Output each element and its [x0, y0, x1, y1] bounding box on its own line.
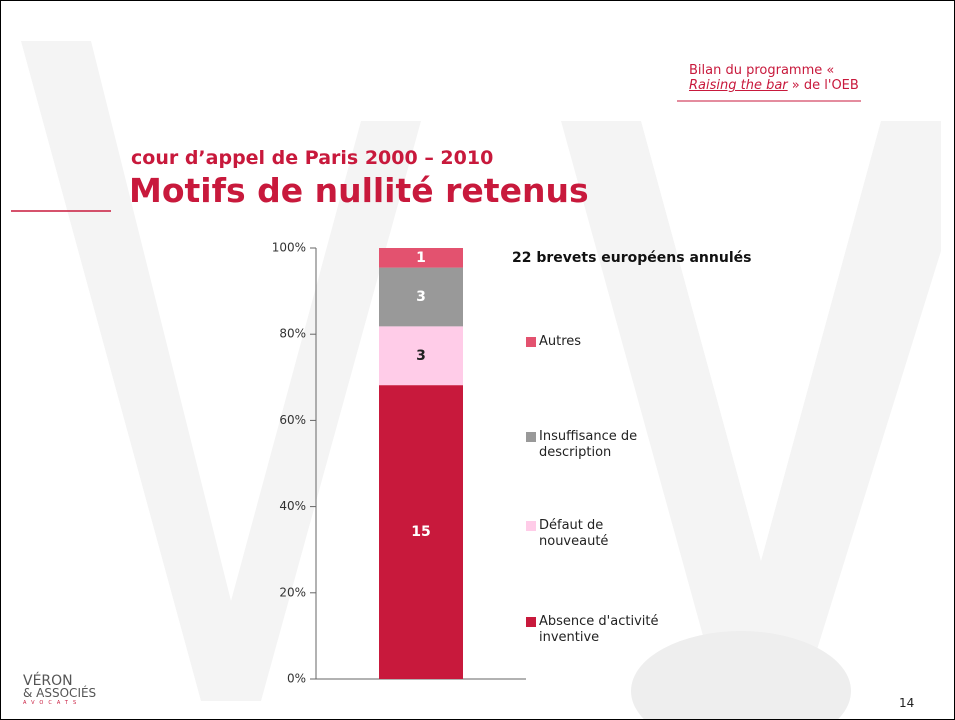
y-tick-label: 0%: [287, 672, 306, 686]
legend-swatch: [526, 432, 536, 442]
legend-swatch: [526, 337, 536, 347]
header-text: Raising the bar: [689, 78, 788, 93]
data-label: 15: [411, 524, 430, 540]
header-text: » de l'OEB: [787, 78, 859, 93]
background-shape: [631, 631, 851, 719]
bar-segment: [379, 267, 463, 327]
legend-swatch: [526, 617, 536, 627]
logo-name: VÉRON: [23, 673, 73, 689]
legend-swatch: [526, 521, 536, 531]
y-tick-label: 40%: [279, 499, 306, 513]
header: Bilan du programme « Raising the bar » d…: [689, 63, 869, 93]
data-label: 1: [416, 250, 426, 266]
header-text: Bilan du programme «: [689, 63, 835, 78]
data-label: 3: [416, 348, 426, 364]
subtitle: cour d’appel de Paris 2000 – 2010: [131, 147, 494, 169]
page-number: 14: [899, 696, 915, 710]
background-shape: [21, 41, 421, 701]
title: Motifs de nullité retenus: [129, 171, 589, 210]
y-tick-label: 20%: [279, 585, 306, 599]
bar-segment: [379, 248, 463, 268]
y-tick-label: 80%: [279, 327, 306, 341]
background-shape: [561, 121, 941, 701]
legend-label: Autres: [539, 334, 582, 349]
logo-sub: & ASSOCIÉS: [23, 686, 97, 700]
y-tick-label: 60%: [279, 413, 306, 427]
legend-label: Absence d'activité inventive: [539, 614, 659, 645]
legend-label: Insuffisance de description: [539, 429, 638, 460]
logo: VÉRON & ASSOCIÉS AVOCATS: [23, 673, 96, 706]
logo-tag: AVOCATS: [23, 700, 82, 706]
bar-segment: [379, 326, 463, 386]
y-tick-label: 100%: [272, 241, 306, 255]
bar-segment: [379, 385, 463, 679]
annotation: 22 brevets européens annulés: [512, 250, 752, 266]
legend-label: Défaut de nouveauté: [539, 518, 609, 549]
data-label: 3: [416, 289, 426, 305]
